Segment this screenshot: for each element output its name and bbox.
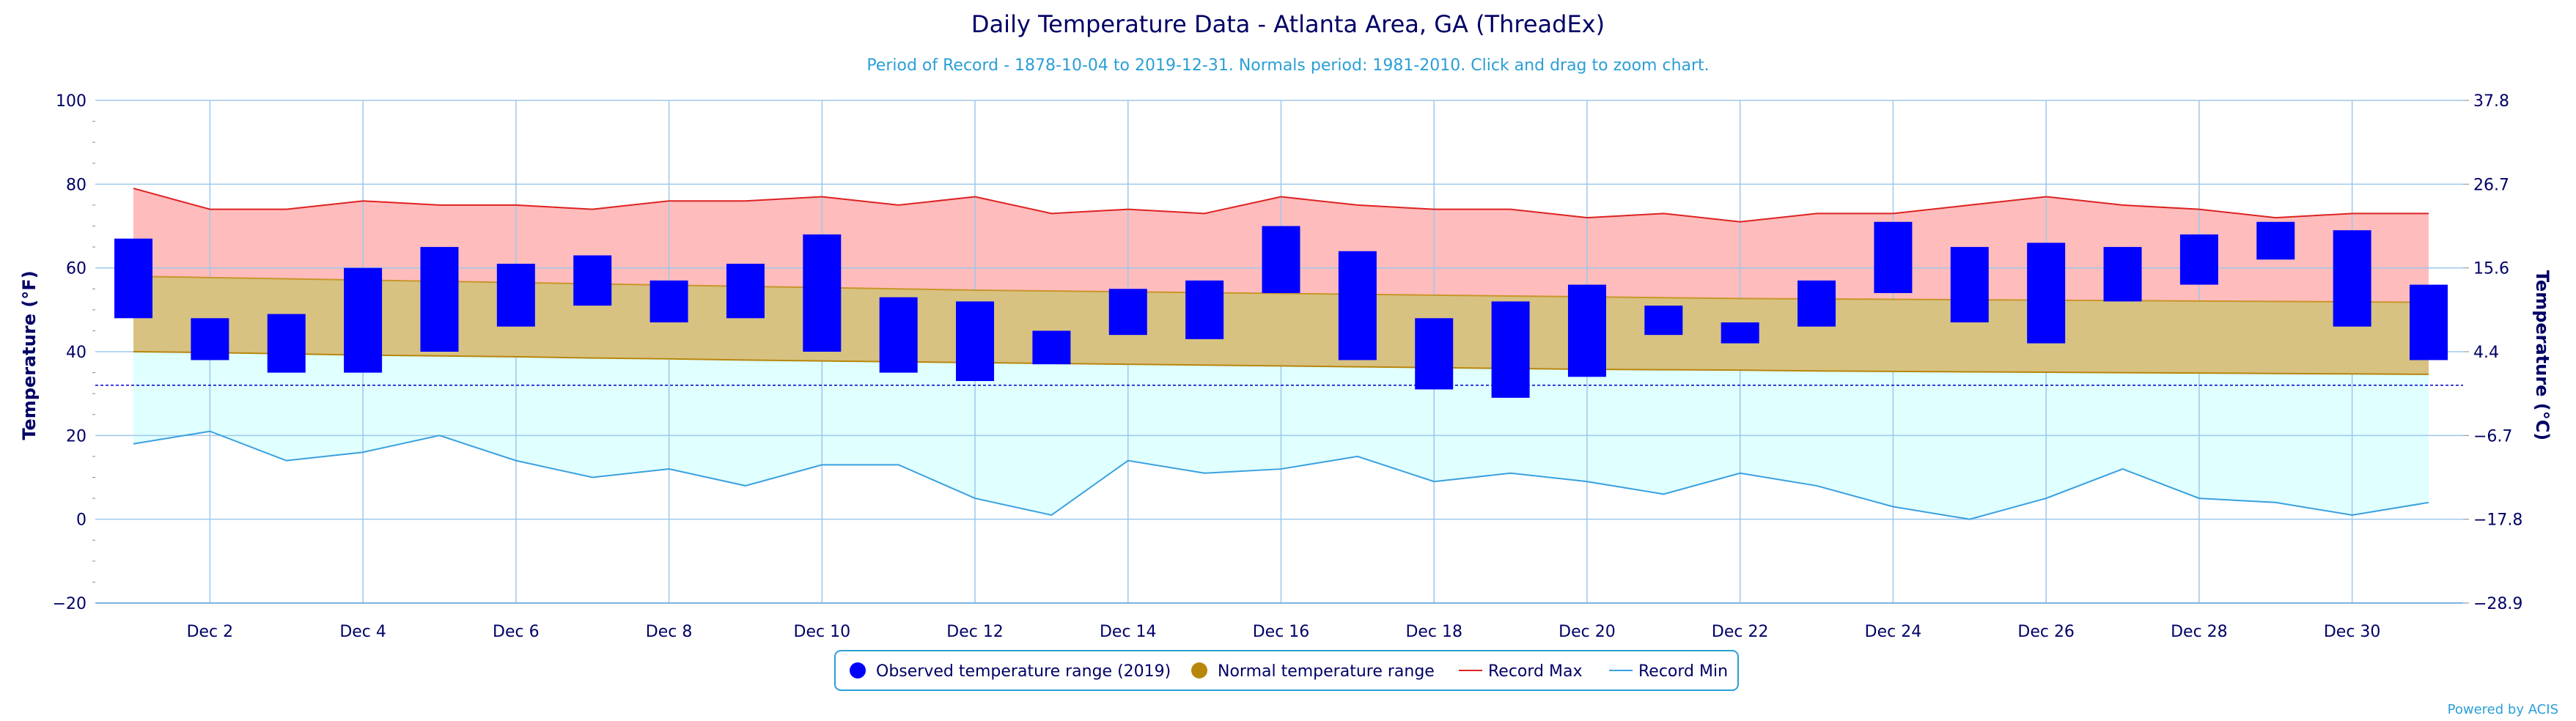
y-axis-left: −20 0 20 40 60 80 100: [53, 92, 87, 613]
y-tick-label: 40: [66, 344, 87, 362]
observed-bar: [573, 255, 612, 306]
x-tick-label: Dec 26: [2017, 623, 2075, 641]
observed-bar: [1644, 306, 1683, 336]
x-axis: Dec 2 Dec 4 Dec 6 Dec 8 Dec 10 Dec 12 Dec 14 De…: [187, 623, 2381, 641]
y-axis-right: −28.9 −17.8 −6.7 4.4 15.6 26.7 37.8: [2463, 92, 2522, 613]
y-right-tick-label: 4.4: [2473, 344, 2499, 362]
y-right-tick-label: 37.8: [2473, 92, 2509, 111]
legend-box: [834, 650, 1739, 691]
observed-bar: [114, 238, 152, 319]
y-right-tick-label: 15.6: [2473, 260, 2509, 278]
x-tick-label: Dec 24: [1865, 623, 1922, 641]
observed-bar: [2256, 221, 2295, 260]
chart-title: Daily Temperature Data - Atlanta Area, G…: [971, 10, 1605, 38]
observed-bar: [649, 280, 688, 322]
legend[interactable]: Observed temperature range (2019) Normal…: [834, 650, 1739, 691]
observed-bar: [1032, 330, 1071, 365]
observed-bar: [1108, 289, 1147, 336]
x-tick-label: Dec 28: [2171, 623, 2228, 641]
legend-observed-marker: [850, 662, 866, 679]
y-tick-label: 60: [66, 260, 87, 278]
observed-bar: [1797, 280, 1836, 327]
legend-normal-marker: [1191, 662, 1207, 679]
record-min-line: [133, 430, 2429, 520]
record-max-line: [133, 188, 2429, 223]
y-tick-label: −20: [53, 595, 87, 613]
legend-item-observed[interactable]: Observed temperature range (2019): [850, 662, 1171, 681]
x-tick-label: Dec 22: [1712, 623, 1769, 641]
legend-normal-label: Normal temperature range: [1218, 662, 1435, 681]
observed-bar: [726, 263, 765, 319]
y-axis-title-right: Temperature (°C): [2532, 270, 2553, 441]
y-right-tick-label: 26.7: [2473, 176, 2509, 194]
y-right-tick-label: −6.7: [2473, 427, 2512, 445]
y-tick-label: 80: [66, 176, 87, 194]
observed-bar: [420, 247, 459, 352]
observed-bar: [267, 314, 306, 373]
legend-observed-label: Observed temperature range (2019): [876, 662, 1171, 681]
normal-range-area: [133, 276, 2429, 374]
x-tick-label: Dec 6: [493, 623, 540, 641]
legend-item-record-min[interactable]: Record Min: [1609, 662, 1728, 681]
y-axis-title-left: Temperature (°F): [19, 270, 40, 440]
x-tick-label: Dec 2: [187, 623, 234, 641]
legend-record-max-label: Record Max: [1488, 662, 1583, 681]
y-right-tick-label: −17.8: [2473, 511, 2522, 530]
observed-bar: [2410, 284, 2448, 360]
observed-bar: [2333, 230, 2371, 327]
observed-bar: [1262, 226, 1300, 293]
observed-bar: [803, 234, 842, 352]
x-tick-label: Dec 8: [646, 623, 693, 641]
legend-record-min-label: Record Min: [1638, 662, 1728, 681]
observed-bar: [1415, 318, 1454, 390]
y-right-tick-label: −28.9: [2473, 595, 2522, 613]
observed-bar: [1567, 284, 1606, 377]
observed-bar: [2027, 243, 2066, 344]
observed-bar: [1874, 221, 1913, 293]
x-tick-label: Dec 18: [1405, 623, 1462, 641]
observed-bar: [1950, 247, 1989, 322]
observed-bars: [114, 221, 2448, 398]
x-tick-label: Dec 12: [946, 623, 1004, 641]
legend-item-record-max[interactable]: Record Max: [1459, 662, 1583, 681]
x-tick-label: Dec 14: [1100, 623, 1157, 641]
observed-bar: [2179, 234, 2218, 285]
legend-item-normal[interactable]: Normal temperature range: [1191, 662, 1435, 681]
normal-low-line: [133, 351, 2429, 375]
observed-bar: [956, 301, 995, 382]
observed-bar: [1338, 251, 1377, 360]
credit-link[interactable]: Powered by ACIS: [2448, 702, 2558, 717]
chart-subtitle: Period of Record - 1878-10-04 to 2019-12…: [866, 56, 1709, 75]
x-tick-label: Dec 30: [2324, 623, 2381, 641]
x-tick-label: Dec 20: [1559, 623, 1616, 641]
observed-bar: [191, 318, 229, 360]
observed-bar: [1491, 301, 1530, 398]
observed-bar: [496, 263, 535, 327]
observed-bar: [2103, 247, 2142, 302]
observed-bar: [1721, 322, 1759, 344]
y-tick-label: 20: [66, 427, 87, 445]
observed-bar: [879, 297, 918, 373]
record-lines: [133, 188, 2429, 520]
observed-bar: [344, 267, 383, 373]
y-tick-label: 100: [56, 92, 87, 111]
x-tick-label: Dec 16: [1253, 623, 1310, 641]
y-tick-label: 0: [76, 511, 87, 530]
x-tick-label: Dec 4: [339, 623, 386, 641]
x-tick-label: Dec 10: [794, 623, 851, 641]
observed-bar: [1185, 280, 1224, 339]
